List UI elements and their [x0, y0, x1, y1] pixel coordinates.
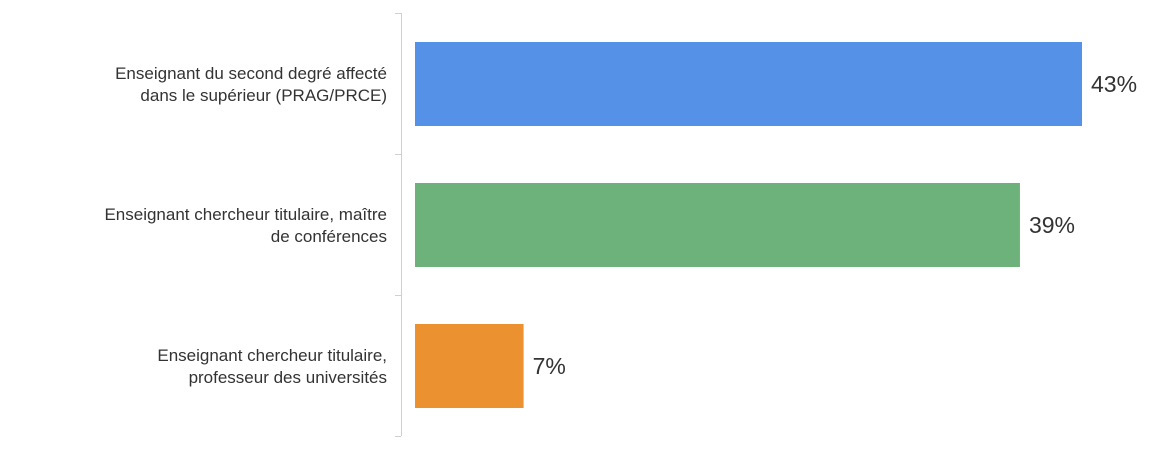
bar-2 — [415, 183, 1020, 267]
axis-layer — [395, 13, 402, 437]
category-label-2-line-1: Enseignant chercheur titulaire, maître — [104, 205, 387, 224]
value-label-2: 39% — [1029, 212, 1075, 238]
category-label-1-line-2: dans le supérieur (PRAG/PRCE) — [140, 86, 387, 105]
category-label-1-line-1: Enseignant du second degré affecté — [115, 64, 387, 83]
category-label-3-line-1: Enseignant chercheur titulaire, — [157, 346, 387, 365]
value-label-3: 7% — [533, 353, 566, 379]
category-label-2-line-2: de conférences — [271, 227, 387, 246]
bar-1 — [415, 42, 1082, 126]
value-label-1: 43% — [1091, 71, 1137, 97]
labels-layer: 43% Enseignant du second degré affecté dan… — [104, 64, 1137, 387]
category-label-3-line-2: professeur des universités — [189, 368, 387, 387]
bar-3 — [415, 324, 524, 408]
bars-layer — [415, 42, 1082, 408]
